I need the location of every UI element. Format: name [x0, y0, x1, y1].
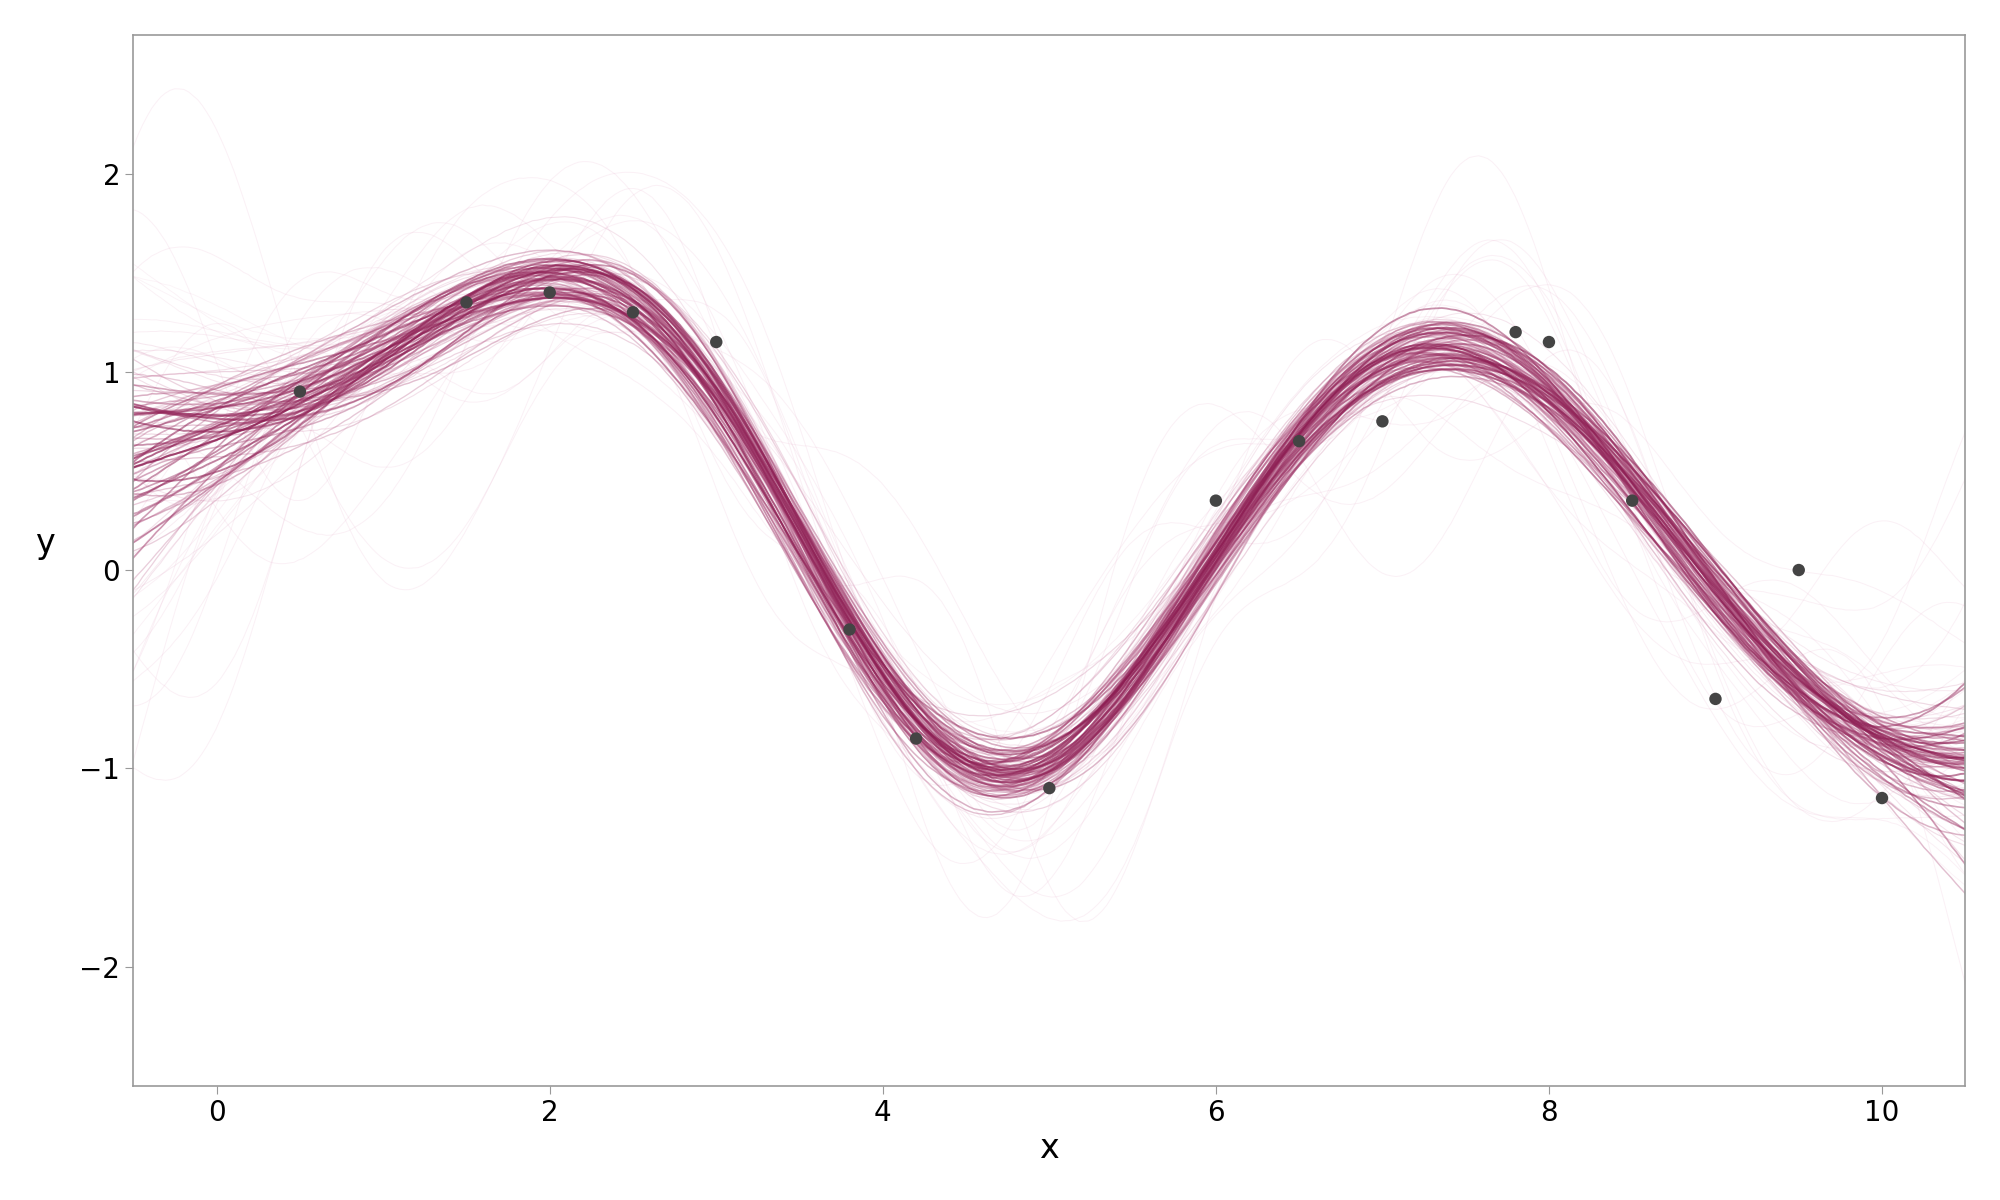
Point: [1200, 491, 1232, 510]
Point: [1616, 491, 1648, 510]
Point: [1284, 432, 1316, 451]
Point: [1782, 560, 1814, 580]
Point: [834, 620, 866, 640]
X-axis label: x: x: [1040, 1133, 1060, 1165]
Point: [284, 382, 316, 401]
Point: [900, 728, 932, 748]
Point: [1532, 332, 1564, 352]
Point: [534, 283, 566, 302]
Point: [1034, 779, 1066, 798]
Point: [1500, 323, 1532, 342]
Point: [1366, 412, 1398, 431]
Point: [1700, 689, 1732, 708]
Point: [450, 293, 482, 312]
Point: [616, 302, 648, 322]
Point: [1866, 788, 1898, 808]
Point: [700, 332, 732, 352]
Y-axis label: y: y: [34, 527, 54, 560]
